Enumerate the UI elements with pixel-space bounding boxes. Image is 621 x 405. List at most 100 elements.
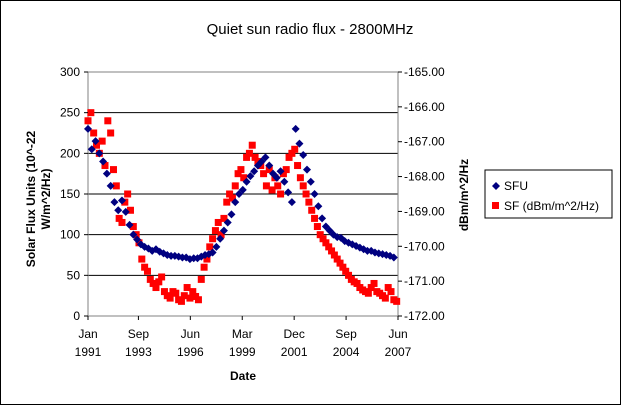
sf-point bbox=[296, 174, 304, 182]
sf-point bbox=[143, 267, 151, 275]
y2-tick-label: -166.00 bbox=[404, 100, 445, 114]
sf-point bbox=[336, 259, 344, 267]
x-tick-label-year: 1993 bbox=[125, 345, 152, 359]
sf-point bbox=[84, 117, 92, 125]
sf-point bbox=[197, 275, 205, 283]
legend: SFU SF (dBm/m^2/Hz) bbox=[484, 169, 613, 219]
sf-point bbox=[141, 263, 149, 271]
sf-point bbox=[217, 231, 225, 239]
x-tick-label-year: 2001 bbox=[281, 345, 308, 359]
sf-point bbox=[186, 294, 194, 302]
sf-point bbox=[328, 247, 336, 255]
sf-point bbox=[294, 162, 302, 170]
sf-point bbox=[364, 289, 372, 297]
sf-point bbox=[158, 273, 166, 281]
sf-point bbox=[305, 198, 313, 206]
y2-tick-label: -165.00 bbox=[404, 65, 445, 79]
sfu-point bbox=[314, 202, 323, 211]
sf-point bbox=[333, 255, 341, 263]
sf-point bbox=[112, 182, 120, 190]
sf-point bbox=[299, 182, 307, 190]
sfu-point bbox=[261, 153, 270, 162]
x-tick-label-month: Jun bbox=[388, 327, 407, 341]
sfu-point bbox=[265, 161, 274, 170]
sf-point bbox=[251, 153, 259, 161]
y-tick-label: 250 bbox=[60, 106, 80, 120]
sf-point bbox=[138, 255, 146, 263]
sf-point bbox=[260, 170, 268, 178]
sfu-point bbox=[378, 250, 387, 259]
sf-point bbox=[172, 289, 180, 297]
x-tick-label-month: Dec bbox=[283, 327, 304, 341]
sfu-point bbox=[216, 234, 225, 243]
sf-point bbox=[211, 227, 219, 235]
sfu-point bbox=[291, 124, 300, 133]
y2-tick-label: -169.00 bbox=[404, 204, 445, 218]
sf-point bbox=[220, 214, 228, 222]
sfu-point bbox=[231, 198, 240, 207]
sf-point bbox=[209, 235, 217, 243]
x-tick-label-year: 2007 bbox=[385, 345, 412, 359]
sfu-point bbox=[133, 235, 142, 244]
sf-point bbox=[313, 223, 321, 231]
legend-label-sfu: SFU bbox=[504, 179, 528, 193]
sf-point bbox=[104, 117, 112, 125]
sf-point bbox=[149, 279, 157, 287]
sf-point bbox=[342, 267, 350, 275]
x-tick-label-year: 1991 bbox=[75, 345, 102, 359]
sf-point bbox=[384, 284, 392, 292]
sf-point bbox=[393, 297, 401, 305]
sf-point bbox=[107, 129, 115, 137]
sf-point bbox=[277, 190, 285, 198]
y2-axis-label: dBm/m^2/Hz bbox=[457, 159, 471, 231]
sfu-point bbox=[299, 150, 308, 159]
sfu-point bbox=[208, 248, 217, 257]
y-tick-label: 50 bbox=[67, 268, 81, 282]
sfu-point bbox=[117, 196, 126, 205]
sf-point bbox=[129, 223, 137, 231]
sf-point bbox=[248, 141, 256, 149]
legend-marker-sf bbox=[492, 202, 499, 209]
sfu-point bbox=[318, 214, 327, 223]
y2-tick-label: -167.00 bbox=[404, 135, 445, 149]
sf-point bbox=[214, 218, 222, 226]
y-tick-label: 200 bbox=[60, 146, 80, 160]
x-tick-label-year: 2004 bbox=[333, 345, 360, 359]
x-axis-label: Date bbox=[230, 369, 256, 383]
sfu-point bbox=[223, 218, 232, 227]
sf-point bbox=[330, 251, 338, 259]
chart-title: Quiet sun radio flux - 2800MHz bbox=[207, 21, 414, 38]
sf-point bbox=[339, 263, 347, 271]
sf-point bbox=[302, 190, 310, 198]
sf-point bbox=[115, 214, 123, 222]
legend-marker-sfu bbox=[492, 182, 500, 190]
sf-point bbox=[245, 149, 253, 157]
sf-point bbox=[265, 166, 273, 174]
sfu-point bbox=[276, 167, 285, 176]
sfu-point bbox=[238, 185, 247, 194]
sf-point bbox=[155, 278, 163, 286]
sf-point bbox=[387, 288, 395, 296]
sf-point bbox=[183, 284, 191, 292]
sfu-point bbox=[110, 198, 119, 207]
sf-point bbox=[124, 190, 132, 198]
sfu-point bbox=[250, 167, 259, 176]
sf-point bbox=[98, 137, 106, 145]
sf-point bbox=[223, 198, 231, 206]
sf-point bbox=[92, 141, 100, 149]
x-tick-label-year: 1999 bbox=[229, 345, 256, 359]
sf-point bbox=[166, 294, 174, 302]
sf-point bbox=[282, 166, 290, 174]
sfu-point bbox=[227, 210, 236, 219]
sf-point bbox=[279, 170, 287, 178]
sfu-point bbox=[303, 165, 312, 174]
sf-point bbox=[243, 153, 251, 161]
sfu-point bbox=[125, 220, 134, 229]
legend-box bbox=[484, 169, 613, 219]
sfu-point bbox=[91, 137, 100, 146]
sfu-point bbox=[242, 177, 251, 186]
y2-axis-ticks: -172.00 -171.00 -170.00 -169.00 -168.00 -167.… bbox=[398, 65, 445, 323]
sfu-point bbox=[95, 149, 104, 158]
sf-point bbox=[180, 292, 188, 300]
